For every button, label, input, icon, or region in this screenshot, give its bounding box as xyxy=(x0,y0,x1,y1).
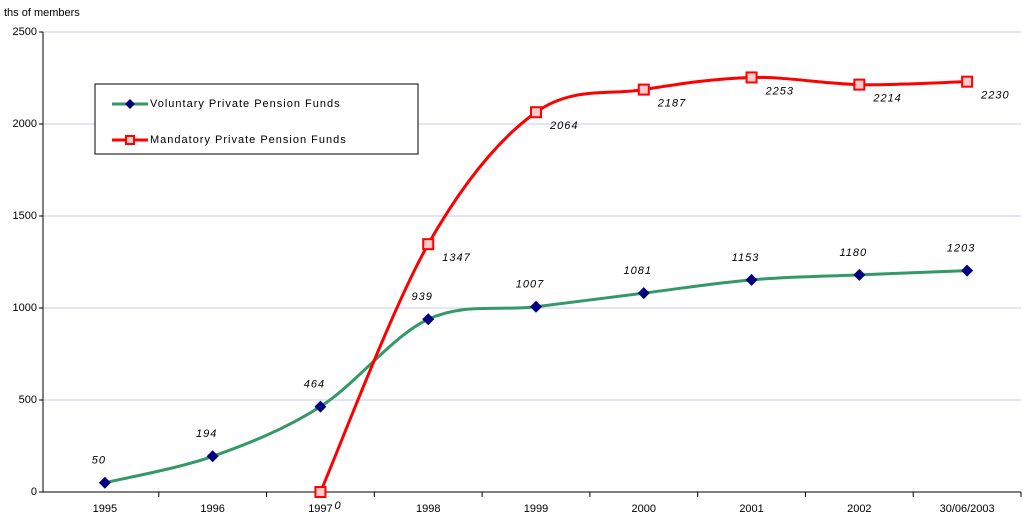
y-axis-label: ths of members xyxy=(4,7,80,19)
marker xyxy=(314,486,327,498)
data-label: 1347 xyxy=(442,252,470,264)
marker xyxy=(314,400,327,413)
marker xyxy=(530,300,542,313)
x-tick-label: 1997 xyxy=(308,503,332,515)
y-tick-label: 1000 xyxy=(13,302,37,314)
marker xyxy=(422,313,435,326)
marker xyxy=(637,83,650,96)
x-tick-label: 2001 xyxy=(739,503,763,515)
data-label: 464 xyxy=(304,379,325,391)
marker xyxy=(98,476,111,489)
data-label: 1203 xyxy=(947,243,975,255)
x-tick-label: 2000 xyxy=(632,503,656,515)
x-tick-label: 1999 xyxy=(524,503,548,515)
data-label: 2253 xyxy=(765,85,794,97)
y-tick-label: 0 xyxy=(31,486,37,498)
x-tick-label: 2002 xyxy=(847,503,871,515)
marker xyxy=(961,75,974,88)
data-label: 939 xyxy=(412,291,433,303)
y-tick-label: 2500 xyxy=(13,26,37,38)
y-tick-label: 1500 xyxy=(13,210,37,222)
legend-box xyxy=(94,83,419,155)
data-label: 2214 xyxy=(872,93,901,105)
y-tick-label: 500 xyxy=(19,394,37,406)
data-label: 2064 xyxy=(549,120,578,132)
marker xyxy=(853,268,866,281)
legend-label: Mandatory Private Pension Funds xyxy=(150,134,347,146)
y-tick-label: 2000 xyxy=(13,118,37,130)
data-label: 1180 xyxy=(840,247,868,259)
marker xyxy=(745,71,758,84)
marker xyxy=(961,264,974,277)
marker xyxy=(206,450,219,463)
x-tick-label: 30/06/2003 xyxy=(940,503,995,515)
legend-marker xyxy=(125,99,135,109)
marker xyxy=(530,106,542,119)
x-tick-label: 1995 xyxy=(93,503,117,515)
data-label: 194 xyxy=(196,428,217,440)
data-label: 1007 xyxy=(516,279,544,291)
legend-label: Voluntary Private Pension Funds xyxy=(150,98,341,110)
data-label: 2187 xyxy=(657,97,686,109)
data-label: 0 xyxy=(334,500,341,512)
data-label: 1153 xyxy=(732,252,760,264)
marker xyxy=(853,78,866,91)
marker xyxy=(745,273,758,286)
x-tick-label: 1996 xyxy=(200,503,224,515)
data-label: 2230 xyxy=(980,90,1009,102)
data-label: 1081 xyxy=(624,265,652,277)
data-label: 50 xyxy=(92,455,106,467)
marker xyxy=(422,238,435,251)
x-tick-label: 1998 xyxy=(416,503,440,515)
marker xyxy=(637,287,650,300)
legend-marker xyxy=(125,135,135,145)
